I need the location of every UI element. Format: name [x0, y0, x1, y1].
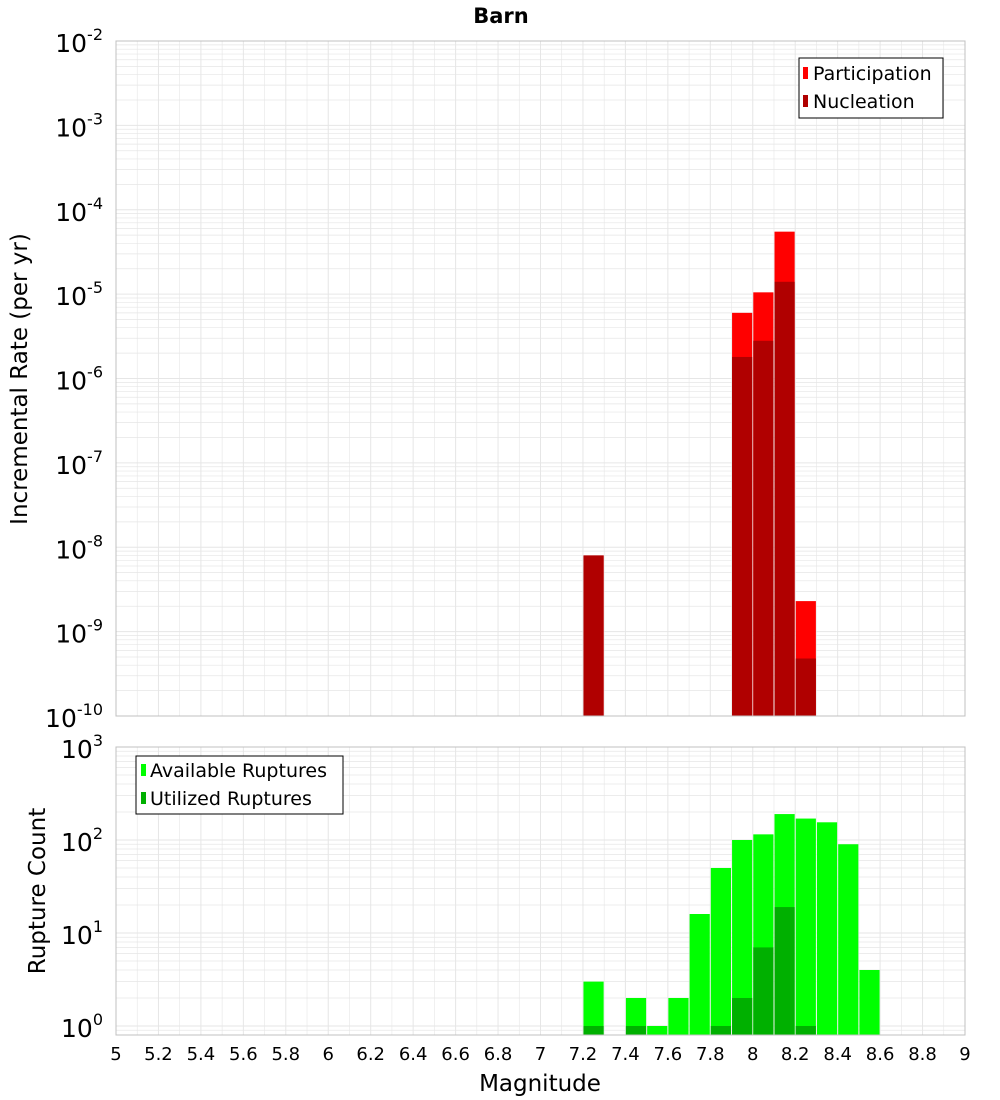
- rate-legend: Participation Nucleation: [798, 57, 944, 119]
- y-tick-label: 10-3: [55, 109, 103, 142]
- y-tick-label: 100: [61, 1010, 103, 1043]
- incremental-rate-plot-frame: [115, 40, 966, 717]
- incremental-rate-bars: [583, 231, 816, 716]
- incremental-rate-panel: 10-10 10-9 10-8 10-7 10-6 10-5 10-4 10-3 10-2 In…: [7, 25, 966, 733]
- utilized-ruptures-bar: [710, 1025, 731, 1035]
- nucleation-bar: [795, 658, 816, 716]
- available-ruptures-bar: [732, 839, 753, 1035]
- x-tick-label: 6.4: [399, 1044, 428, 1065]
- nucleation-bar: [753, 340, 774, 716]
- available-ruptures-bar: [583, 981, 604, 1035]
- rupture-count-panel: 100 101 102 103 5 5.2 5.4 5.6 5.8 6 6.2 6.4 6.6 6.8 7…: [25, 731, 971, 1097]
- available-ruptures-bar: [668, 997, 689, 1035]
- x-tick-label: 8.6: [866, 1044, 895, 1065]
- legend-swatch-participation: [803, 67, 808, 79]
- x-tick-label: 6: [323, 1044, 334, 1065]
- utilized-ruptures-bar: [774, 907, 795, 1035]
- y-tick-label: 103: [61, 731, 103, 764]
- legend-swatch-nucleation: [803, 95, 808, 107]
- y-tick-label: 102: [61, 824, 103, 857]
- utilized-ruptures-bar: [583, 1025, 604, 1035]
- available-ruptures-bar: [710, 867, 731, 1035]
- utilized-ruptures-bar: [732, 997, 753, 1035]
- utilized-ruptures-bar: [795, 1025, 816, 1035]
- x-tick-label: 7.6: [654, 1044, 683, 1065]
- x-tick-label: 5.6: [229, 1044, 258, 1065]
- x-tick-label: 7.4: [611, 1044, 640, 1065]
- legend-label-nucleation: Nucleation: [813, 91, 915, 113]
- available-ruptures-bar: [795, 818, 816, 1035]
- utilized-ruptures-bar: [753, 947, 774, 1035]
- x-tick-label: 6.2: [356, 1044, 385, 1065]
- legend-label-participation: Participation: [813, 63, 932, 85]
- x-tick-label: 8.8: [908, 1044, 937, 1065]
- incremental-rate-grid: [115, 41, 966, 717]
- available-ruptures-bar: [816, 822, 838, 1035]
- legend-label-available: Available Ruptures: [150, 760, 327, 782]
- nucleation-bar: [583, 555, 604, 716]
- incremental-rate-y-axis-label: Incremental Rate (per yr): [7, 233, 33, 525]
- y-tick-label: 101: [61, 917, 103, 950]
- x-tick-label: 5.8: [271, 1044, 300, 1065]
- magnitude-x-ticks: 5 5.2 5.4 5.6 5.8 6 6.2 6.4 6.6 6.8 7 7.2 7.4 7.6 7.8 8…: [110, 1044, 970, 1065]
- available-ruptures-bar: [689, 914, 710, 1035]
- incremental-rate-y-ticks: 10-10 10-9 10-8 10-7 10-6 10-5 10-4 10-3 10-2: [45, 25, 103, 733]
- y-tick-label: 10-10: [45, 700, 103, 733]
- rupture-count-plot-frame: [115, 746, 966, 1036]
- x-tick-label: 8.2: [781, 1044, 810, 1065]
- x-tick-label: 9: [959, 1044, 970, 1065]
- y-tick-label: 10-7: [55, 447, 103, 480]
- available-ruptures-bar: [647, 1025, 668, 1035]
- available-ruptures-bar: [859, 969, 880, 1035]
- legend-swatch-utilized: [141, 792, 146, 804]
- rate-legend-box: [798, 57, 944, 119]
- y-tick-label: 10-5: [55, 278, 103, 311]
- nucleation-bar: [774, 281, 795, 716]
- x-tick-label: 5: [110, 1044, 121, 1065]
- y-tick-label: 10-9: [55, 616, 103, 649]
- x-tick-label: 5.2: [144, 1044, 173, 1065]
- x-tick-label: 7: [535, 1044, 546, 1065]
- rupture-count-y-axis-label: Rupture Count: [25, 808, 51, 974]
- y-tick-label: 10-8: [55, 531, 103, 564]
- x-tick-label: 8: [747, 1044, 758, 1065]
- x-tick-label: 7.8: [696, 1044, 725, 1065]
- y-tick-label: 10-4: [55, 194, 103, 227]
- y-tick-label: 10-6: [55, 363, 103, 396]
- rupture-count-bars: [583, 814, 880, 1035]
- x-tick-label: 7.2: [569, 1044, 598, 1065]
- x-tick-label: 6.8: [484, 1044, 513, 1065]
- available-ruptures-bar: [838, 844, 859, 1035]
- rupture-count-y-ticks: 100 101 102 103: [61, 731, 103, 1043]
- legend-swatch-available: [141, 764, 146, 776]
- utilized-ruptures-bar: [625, 1025, 647, 1035]
- x-tick-label: 8.4: [823, 1044, 852, 1065]
- legend-label-utilized: Utilized Ruptures: [150, 788, 312, 810]
- count-legend: Available Ruptures Utilized Ruptures: [135, 755, 344, 815]
- y-tick-label: 10-2: [55, 25, 103, 58]
- x-tick-label: 5.4: [187, 1044, 216, 1065]
- x-tick-label: 6.6: [441, 1044, 470, 1065]
- x-axis-label: Magnitude: [479, 1071, 601, 1097]
- available-ruptures-bar: [625, 997, 647, 1035]
- count-legend-box: [135, 755, 344, 815]
- chart-title: Barn: [473, 4, 528, 28]
- nucleation-bar: [732, 356, 753, 716]
